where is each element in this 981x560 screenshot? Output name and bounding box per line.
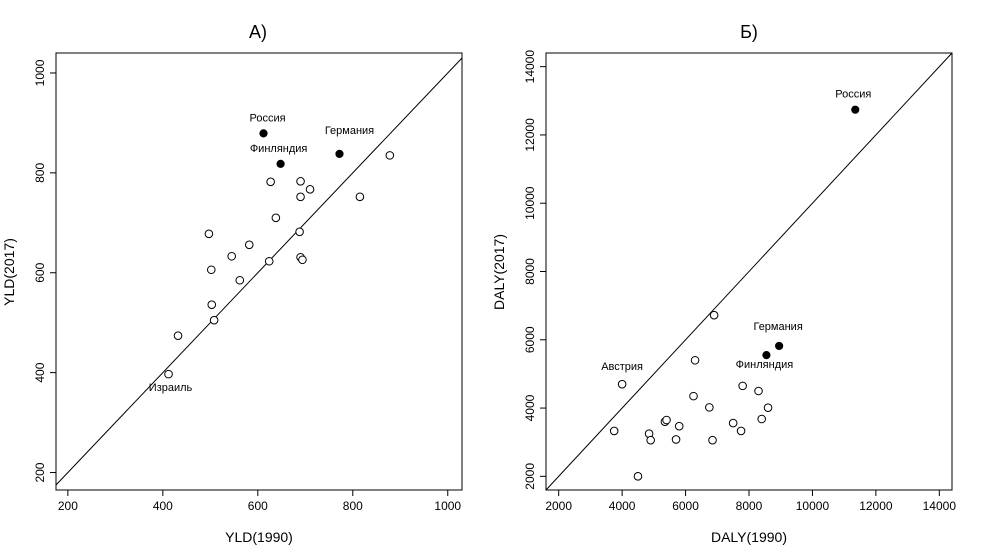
panel-a-data-point (206, 265, 216, 275)
panel-a-data-point (266, 177, 275, 187)
panel-a-x-ticks: 200 400 600 800 1000 (58, 490, 461, 513)
panel-a-point-annotation: Россия (249, 112, 285, 124)
panel-a-point-annotation: Финляндия (250, 143, 308, 155)
panel-b-point-annotation: Германия (753, 321, 802, 333)
panel-a-y-ticks: 200 400 600 800 1000 (33, 59, 56, 483)
panel-b-data-point (674, 421, 684, 431)
panel-a-data-point (259, 129, 268, 138)
panel-b-point-annotation: Австрия (601, 361, 643, 373)
panel-a-point-annotation: Германия (325, 125, 374, 137)
panel-b-y-tick-label: 4000 (523, 394, 537, 421)
panel-a-point-annotation: Израиль (149, 382, 193, 394)
panel-a-data-point (209, 315, 219, 325)
panel-b-y-tick-label: 6000 (523, 326, 537, 353)
panel-b-x-tick-label: 12000 (859, 499, 893, 513)
panel-b-identity-line (545, 52, 953, 491)
panel-a-y-tick-label: 200 (33, 462, 47, 482)
panel-b-x-tick-label: 14000 (923, 499, 957, 513)
panel-b-data-point (689, 391, 698, 401)
panel-b-data-point (671, 435, 681, 444)
panel-b-x-tick-label: 2000 (545, 499, 572, 513)
panel-a-x-tick-label: 400 (153, 499, 173, 513)
panel-a-data-point (164, 369, 173, 379)
panel-b-y-tick-label: 2000 (523, 463, 537, 490)
panel-a-x-axis-title: YLD(1990) (225, 529, 293, 545)
panel-a-data-point (207, 300, 217, 310)
panel-a-data-point (305, 185, 315, 194)
panel-b-data-point (738, 381, 747, 391)
panel-b-y-tick-label: 8000 (523, 258, 537, 285)
panel-b-points: Австрия Финляндия Германия Россия (601, 89, 871, 481)
panel-b-y-tick-label: 12000 (523, 118, 537, 152)
panel-a-y-tick-label: 800 (33, 163, 47, 183)
panel-b-data-point (617, 379, 627, 389)
panel-a-plot-box (55, 52, 463, 491)
panel-a-data-point (244, 240, 254, 250)
panel-b-data-point (708, 435, 717, 445)
panel-b-y-ticks: 2000 4000 6000 8000 10000 12000 14000 (523, 50, 546, 490)
panel-a-y-tick-label: 400 (33, 362, 47, 382)
panel-a-data-point (235, 275, 245, 285)
panel-a-data-point (296, 192, 305, 202)
panel-a-data-point (296, 177, 305, 186)
panel-a-x-tick-label: 1000 (434, 499, 461, 513)
panel-a-data-point (264, 256, 274, 266)
panel-a-data-point (295, 227, 304, 237)
panel-b-data-point (728, 418, 738, 428)
panel-a-data-point (355, 192, 365, 202)
panel-a-data-point (173, 331, 183, 340)
panel-a-points: Израиль Россия Финляндия Германия (149, 112, 395, 394)
panel-a-data-point (227, 251, 236, 261)
panel-b-point-annotation: Финляндия (736, 359, 794, 371)
panel-b-x-tick-label: 6000 (672, 499, 699, 513)
panel-b-data-point (754, 386, 763, 396)
panel-b-point-annotation: Россия (835, 89, 871, 101)
panel-b-data-point (662, 415, 671, 425)
panel-a-x-tick-label: 800 (343, 499, 363, 513)
panel-a-data-point (276, 159, 285, 168)
panel-b-data-point (690, 355, 700, 365)
panel-a-data-point (385, 151, 395, 160)
panel-b: Б) 2000 4000 6000 8000 10000 12000 14000 2000 4… (491, 22, 956, 545)
panel-b-x-tick-label: 10000 (796, 499, 830, 513)
panel-a-y-tick-label: 1000 (33, 59, 47, 86)
panel-b-title: Б) (740, 22, 758, 42)
panel-a-data-point (298, 255, 307, 265)
panel-b-y-axis-title: DALY(2017) (491, 234, 507, 310)
panel-b-x-axis-title: DALY(1990) (711, 529, 787, 545)
panel-a-x-tick-label: 600 (248, 499, 268, 513)
panel-b-x-tick-label: 8000 (736, 499, 763, 513)
panel-b-data-point (709, 310, 719, 320)
panel-b-data-point (851, 105, 860, 114)
panel-a-data-point (335, 149, 344, 158)
panel-b-data-point (762, 351, 771, 360)
panel-a-data-point (271, 213, 281, 223)
panel-b-data-point (763, 403, 773, 413)
panel-b-data-point (757, 414, 766, 424)
panel-a-y-axis-title: YLD(2017) (1, 238, 17, 306)
panel-b-x-tick-label: 4000 (609, 499, 636, 513)
panel-b-y-tick-label: 10000 (523, 186, 537, 220)
panel-a-y-tick-label: 600 (33, 262, 47, 282)
panel-b-data-point (633, 472, 643, 481)
panel-a: A) 200 400 600 800 1000 200 400 600 800 1000 Изр… (1, 22, 463, 545)
panel-b-data-point (775, 341, 784, 351)
panel-a-data-point (204, 229, 214, 239)
panel-a-identity-line (55, 57, 463, 486)
panel-a-title: A) (249, 22, 267, 42)
panel-a-x-tick-label: 200 (58, 499, 78, 513)
panel-b-data-point (705, 403, 714, 412)
panel-b-data-point (609, 426, 619, 436)
panel-b-y-tick-label: 14000 (523, 50, 537, 84)
panel-b-data-point (646, 435, 655, 445)
panel-b-data-point (736, 426, 746, 436)
panel-b-x-ticks: 2000 4000 6000 8000 10000 12000 14000 (545, 490, 956, 513)
